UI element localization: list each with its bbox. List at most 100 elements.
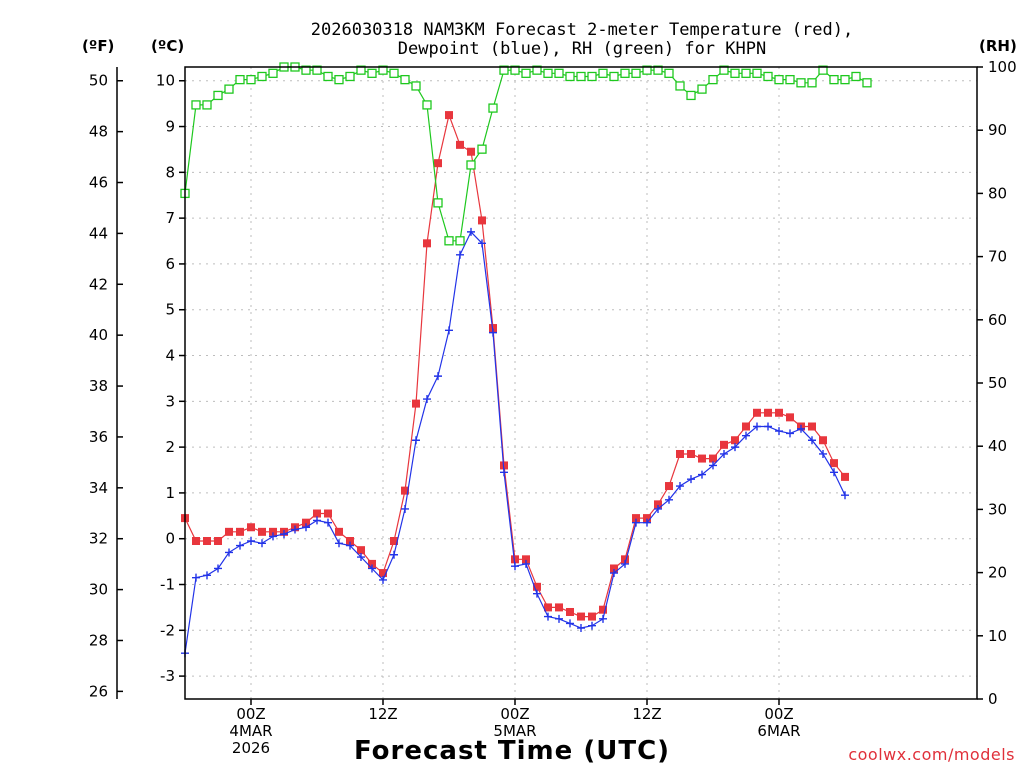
2-meter-temperature-point bbox=[478, 216, 486, 225]
rh-tick-label: 40 bbox=[988, 437, 1007, 455]
2-meter-temperature-point bbox=[555, 603, 563, 612]
rh-point bbox=[444, 236, 454, 246]
celsius-tick-label: 7 bbox=[165, 209, 175, 227]
2-meter-temperature-point bbox=[742, 422, 750, 431]
fahrenheit-tick-label: 26 bbox=[89, 682, 108, 700]
dewpoint-point bbox=[313, 516, 321, 525]
2-meter-temperature-point bbox=[643, 514, 651, 523]
2-meter-temperature-point bbox=[775, 408, 783, 417]
2-meter-temperature-point bbox=[621, 555, 629, 564]
rh-axis-unit: (RH) bbox=[979, 37, 1017, 55]
2-meter-temperature-point bbox=[236, 527, 244, 536]
2-meter-temperature-point bbox=[610, 564, 618, 573]
credit-text: coolwx.com/models bbox=[848, 745, 1015, 764]
dewpoint-point bbox=[478, 239, 486, 248]
fahrenheit-tick-label: 40 bbox=[89, 326, 108, 344]
2-meter-temperature-point bbox=[379, 569, 387, 578]
rh-point bbox=[708, 74, 718, 85]
rh-point bbox=[224, 84, 234, 94]
rh-point bbox=[752, 68, 762, 78]
dewpoint-point bbox=[258, 539, 266, 548]
celsius-tick-label: -3 bbox=[160, 667, 175, 685]
celsius-tick-label: -1 bbox=[160, 576, 175, 594]
dewpoint-point bbox=[610, 569, 618, 578]
rh-point bbox=[686, 90, 696, 101]
rh-point bbox=[653, 65, 663, 75]
time-tick-label: 00Z bbox=[500, 705, 529, 723]
dewpoint-point bbox=[489, 328, 497, 337]
dewpoint-point bbox=[665, 495, 673, 504]
dewpoint-point bbox=[500, 468, 508, 477]
2-meter-temperature-point bbox=[390, 537, 398, 545]
time-tick-label: 12Z bbox=[632, 705, 661, 723]
rh-point bbox=[642, 65, 652, 75]
rh-point bbox=[730, 68, 740, 78]
fahrenheit-tick-label: 42 bbox=[89, 275, 108, 293]
rh-point bbox=[312, 65, 322, 75]
dewpoint-point bbox=[269, 532, 277, 541]
2-meter-temperature-point bbox=[566, 607, 574, 616]
rh-point bbox=[411, 81, 421, 91]
dewpoint-point bbox=[698, 470, 706, 479]
fahrenheit-tick-label: 38 bbox=[89, 377, 108, 395]
rh-point bbox=[422, 100, 432, 110]
time-tick-label: 00Z bbox=[764, 705, 793, 723]
dewpoint-point bbox=[841, 491, 849, 500]
dewpoint-point bbox=[445, 326, 453, 335]
rh-point bbox=[532, 65, 542, 75]
2-meter-temperature-point bbox=[269, 527, 277, 536]
rh-point bbox=[521, 68, 531, 78]
dewpoint-point bbox=[643, 518, 651, 527]
dewpoint-point bbox=[291, 525, 299, 534]
rh-point bbox=[719, 65, 729, 75]
rh-point bbox=[356, 65, 366, 75]
rh-tick-label: 10 bbox=[988, 627, 1007, 645]
rh-line bbox=[184, 66, 868, 242]
dewpoint-point bbox=[357, 553, 365, 562]
fahrenheit-tick-label: 36 bbox=[89, 428, 108, 446]
rh-tick-label: 80 bbox=[988, 184, 1007, 202]
fahrenheit-tick-label: 48 bbox=[89, 123, 108, 141]
2-meter-temperature-point bbox=[357, 546, 365, 555]
rh-point bbox=[818, 65, 828, 75]
dewpoint-point bbox=[764, 422, 772, 431]
rh-series bbox=[180, 62, 872, 246]
dewpoint-point bbox=[280, 530, 288, 539]
rh-tick-label: 0 bbox=[988, 690, 998, 708]
celsius-tick-label: 5 bbox=[165, 301, 175, 319]
2-meter-temperature-point bbox=[720, 440, 728, 449]
celsius-tick-label: 8 bbox=[165, 163, 175, 181]
dewpoint-point bbox=[302, 523, 310, 532]
dewpoint-point bbox=[467, 227, 475, 236]
time-tick-label: 5MAR bbox=[493, 722, 536, 740]
chart-title-line1: 2026030318 NAM3KM Forecast 2-meter Tempe… bbox=[311, 20, 853, 40]
rh-point bbox=[400, 74, 410, 85]
celsius-tick-label: -2 bbox=[160, 621, 175, 639]
dewpoint-point bbox=[247, 537, 255, 545]
rh-point bbox=[510, 65, 520, 75]
fahrenheit-tick-label: 32 bbox=[89, 530, 108, 548]
rh-tick-label: 20 bbox=[988, 564, 1007, 582]
rh-point bbox=[763, 71, 773, 82]
dewpoint-point bbox=[709, 461, 717, 470]
2-meter-temperature-point bbox=[764, 408, 772, 417]
rh-point bbox=[488, 103, 498, 113]
chart-title-line2: Dewpoint (blue), RH (green) for KHPN bbox=[398, 39, 766, 59]
fahrenheit-axis: 26 28 30 32 34 36 38 40 42 44 46 48 50 bbox=[89, 67, 123, 700]
rh-point bbox=[257, 71, 267, 82]
2-meter-temperature-point bbox=[544, 603, 552, 612]
dewpoint-point bbox=[401, 504, 409, 513]
fahrenheit-tick-label: 50 bbox=[89, 72, 108, 90]
dewpoint-point bbox=[676, 482, 684, 491]
rh-point bbox=[191, 100, 201, 110]
dewpoint-point bbox=[819, 449, 827, 458]
series-layer bbox=[180, 62, 872, 658]
celsius-tick-label: 0 bbox=[165, 530, 175, 548]
2-meter-temperature-point bbox=[687, 449, 695, 458]
dewpoint-point bbox=[533, 589, 541, 598]
rh-tick-label: 100 bbox=[988, 58, 1017, 76]
rh-point bbox=[389, 68, 399, 78]
rh-point bbox=[774, 74, 784, 85]
2-meter-temperature-point bbox=[192, 537, 200, 545]
